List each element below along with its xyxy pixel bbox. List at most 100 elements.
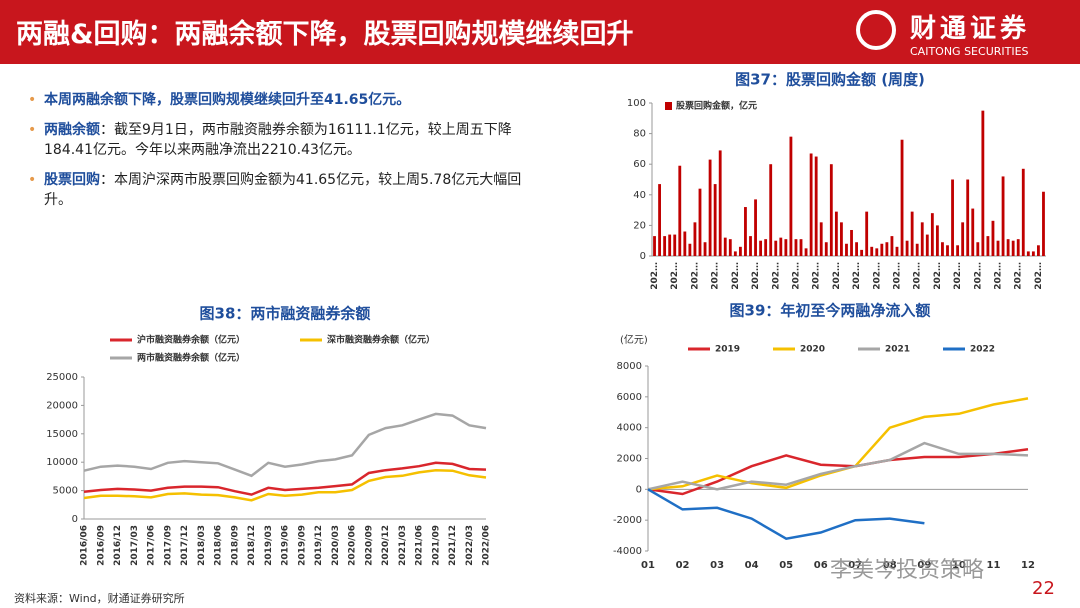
bar <box>946 245 949 256</box>
x-tick-label: 2019/09 <box>297 525 307 566</box>
bar <box>855 242 858 256</box>
bar <box>930 213 934 256</box>
bar <box>799 239 803 256</box>
x-tick-label: 2020/12 <box>381 525 391 566</box>
x-tick-label: 2017/09 <box>163 525 173 566</box>
watermark: 李美岑投资策略 <box>830 558 985 583</box>
bar <box>885 242 889 256</box>
x-tick-label: 09 <box>917 560 931 571</box>
x-tick-label: 08 <box>883 560 897 571</box>
bar <box>895 246 899 256</box>
bar <box>759 240 763 256</box>
bar <box>1016 239 1020 256</box>
x-tick-label: 202… <box>933 262 943 290</box>
bar <box>1026 251 1030 256</box>
y-tick-label: 60 <box>633 159 646 170</box>
y-tick-label: 40 <box>633 190 646 201</box>
x-tick-label: 2020/06 <box>348 525 358 566</box>
bar <box>860 249 864 256</box>
legend-label: 2022 <box>970 345 995 355</box>
y-tick-label: 2000 <box>617 454 642 465</box>
x-tick-label: 02 <box>676 560 690 571</box>
legend-label: 2020 <box>800 345 825 355</box>
bar <box>728 239 732 256</box>
x-tick-label: 2019/03 <box>264 525 274 566</box>
y-tick-label: 20000 <box>46 400 78 411</box>
x-tick-label: 202… <box>892 262 902 290</box>
x-tick-label: 2019/06 <box>281 525 291 566</box>
bar <box>870 246 874 256</box>
bar <box>986 236 990 256</box>
line <box>83 468 487 502</box>
bar <box>653 236 656 256</box>
bar <box>971 208 975 256</box>
y-tick-label: 20 <box>633 220 646 231</box>
x-tick-label: 202… <box>751 262 761 290</box>
bar <box>1042 191 1045 256</box>
bar <box>966 179 970 256</box>
bar <box>668 234 672 256</box>
x-tick-label: 2018/06 <box>214 525 224 566</box>
bar <box>703 242 707 256</box>
bar <box>935 225 939 256</box>
header: 两融&回购：两融余额下降，股票回购规模继续回升 财通证券 CAITONG SECU… <box>0 0 1080 64</box>
bar <box>658 184 661 256</box>
bar <box>693 222 697 256</box>
bullet: 两融余额：截至9月1日，两市融资融券余额为16111.1亿元，较上周五下降184… <box>28 120 548 160</box>
bullets: 本周两融余额下降，股票回购规模继续回升至41.65亿元。 两融余额：截至9月1日… <box>28 90 548 220</box>
bar <box>996 240 1000 256</box>
legend-swatch <box>665 102 672 110</box>
line <box>647 441 1029 491</box>
x-tick-label: 2022/06 <box>482 525 492 566</box>
bar <box>698 188 702 256</box>
y-tick-label: 0 <box>636 484 642 495</box>
bar <box>925 234 929 256</box>
y-tick-label: 0 <box>72 514 78 525</box>
bar <box>713 184 717 256</box>
bar <box>1037 245 1040 256</box>
x-tick-label: 202… <box>731 262 741 290</box>
bar <box>1031 251 1035 256</box>
x-tick-label: 2021/09 <box>431 525 441 566</box>
bar <box>910 211 914 256</box>
x-tick-label: 2016/09 <box>96 525 106 566</box>
source: 资料来源：Wind，财通证券研究所 <box>14 592 185 605</box>
x-tick-label: 2021/03 <box>398 525 408 566</box>
bar <box>814 156 818 256</box>
bar <box>941 242 944 256</box>
bar <box>865 211 869 256</box>
slide-title: 两融&回购：两融余额下降，股票回购规模继续回升 <box>16 19 634 50</box>
line <box>647 397 1029 491</box>
x-tick-label: 04 <box>745 560 759 571</box>
bar <box>769 164 773 256</box>
x-tick-label: 202… <box>852 262 862 290</box>
x-tick-label: 202… <box>711 262 721 290</box>
x-tick-label: 202… <box>994 262 1004 290</box>
line <box>647 488 925 541</box>
x-tick-label: 2021/12 <box>448 525 458 566</box>
bar <box>784 239 788 256</box>
y-tick-label: -2000 <box>613 515 642 526</box>
bar <box>688 243 692 256</box>
legend-label: 2019 <box>715 345 740 355</box>
bar <box>708 159 712 256</box>
bar <box>951 179 954 256</box>
bar <box>1001 176 1005 256</box>
bar <box>845 243 848 256</box>
bar <box>1011 240 1015 256</box>
x-tick-label: 202… <box>791 262 801 290</box>
x-tick-label: 01 <box>641 560 655 571</box>
x-tick-label: 202… <box>670 262 680 290</box>
bar <box>956 245 960 256</box>
x-tick-label: 2020/09 <box>364 525 374 566</box>
bullet-text: ：截至9月1日，两市融资融券余额为16111.1亿元，较上周五下降184.41亿… <box>44 122 512 158</box>
x-tick-label: 202… <box>690 262 700 290</box>
y-tick-label: 0 <box>640 251 646 262</box>
y-tick-label: 80 <box>633 129 646 140</box>
legend-label: 深市融资融券余额（亿元） <box>327 334 435 346</box>
logo: 财通证券 CAITONG SECURITIES <box>850 8 1030 58</box>
legend-label: 沪市融资融券余额（亿元） <box>137 334 245 346</box>
x-tick-label: 2022/03 <box>465 525 475 566</box>
bar <box>875 248 879 256</box>
